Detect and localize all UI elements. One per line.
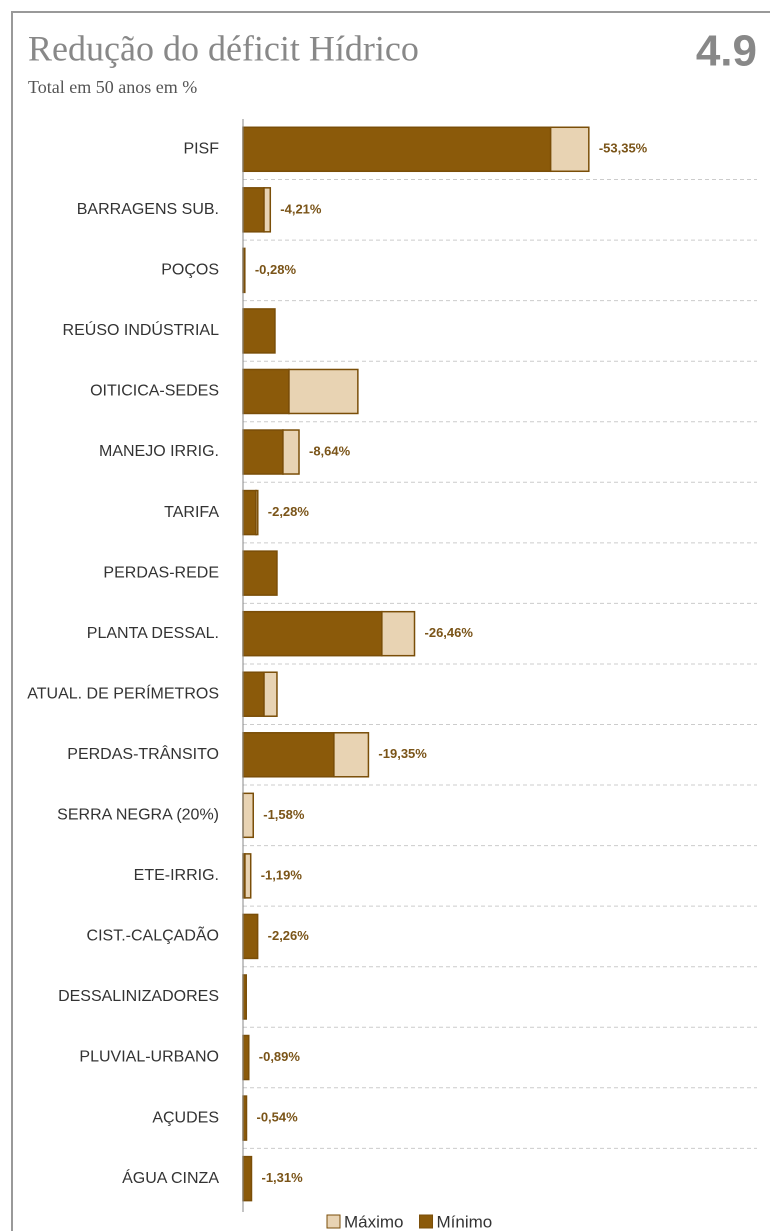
category-label: BARRAGENS SUB. xyxy=(77,201,219,218)
legend-label: Mínimo xyxy=(437,1212,493,1231)
bar-segment xyxy=(242,308,276,354)
bar-segment xyxy=(242,429,284,475)
bar-segment xyxy=(288,368,359,415)
category-label: MANEJO IRRIG. xyxy=(99,443,219,460)
category-label: PLUVIAL-URBANO xyxy=(79,1049,219,1066)
value-label: -0,28% xyxy=(255,262,297,277)
category-label: ATUAL. DE PERÍMETROS xyxy=(27,683,219,702)
chart-title: Redução do déficit Hídrico xyxy=(28,28,419,68)
bar-segment xyxy=(242,610,383,657)
bar-segment xyxy=(242,732,335,778)
bar-segment xyxy=(242,1155,253,1202)
value-label: -4,21% xyxy=(280,201,322,216)
value-label: -53,35% xyxy=(599,141,648,156)
value-label: -26,46% xyxy=(425,625,474,640)
bar-segment xyxy=(255,489,259,536)
bar-segment xyxy=(282,429,300,475)
value-label: -0,54% xyxy=(257,1110,299,1125)
chart-subtitle: Total em 50 anos em % xyxy=(28,77,197,97)
bar-segment xyxy=(242,550,278,596)
value-label: -8,64% xyxy=(309,443,351,458)
bar-segment xyxy=(242,126,552,173)
bar-segment xyxy=(242,1034,250,1081)
bar-segment xyxy=(242,1095,248,1141)
legend-swatch xyxy=(419,1214,434,1229)
bar-segment xyxy=(242,671,265,717)
category-label: TARIFA xyxy=(164,504,219,521)
bar-segment xyxy=(263,671,278,717)
category-label: DESSALINIZADORES xyxy=(58,988,219,1005)
category-label: AÇUDES xyxy=(152,1109,219,1126)
bar-segment xyxy=(549,126,590,173)
category-label: CIST.-CALÇADÃO xyxy=(87,925,219,945)
category-label: PERDAS-REDE xyxy=(103,564,219,581)
bar-segment xyxy=(244,853,252,899)
figure-number: 4.9 xyxy=(696,27,757,76)
bar-segment xyxy=(242,913,259,960)
category-label: REÚSO INDÚSTRIAL xyxy=(63,320,220,339)
bar-segment xyxy=(333,732,370,778)
category-label: PISF xyxy=(183,140,219,157)
category-label: OITICICA-SEDES xyxy=(90,383,219,400)
value-label: -2,26% xyxy=(268,928,310,943)
bar-segment xyxy=(242,792,254,839)
category-label: ÁGUA CINZA xyxy=(122,1168,219,1187)
legend-swatch xyxy=(326,1214,341,1229)
category-label: POÇOS xyxy=(161,262,219,279)
bar-segment xyxy=(263,187,272,233)
bar-segment xyxy=(381,610,416,657)
category-label: ETE-IRRIG. xyxy=(134,867,219,884)
value-label: -0,89% xyxy=(259,1049,301,1064)
bar-segment xyxy=(242,187,265,233)
category-label: SERRA NEGRA (20%) xyxy=(57,807,219,824)
value-label: -1,31% xyxy=(261,1170,303,1185)
value-label: -1,19% xyxy=(261,867,303,882)
value-label: -19,35% xyxy=(378,746,427,761)
bar-segment xyxy=(242,368,290,415)
category-label: PERDAS-TRÂNSITO xyxy=(67,744,219,763)
frame xyxy=(11,11,770,1231)
bar-segment xyxy=(242,489,257,536)
legend-label: Máximo xyxy=(344,1212,404,1231)
value-label: -2,28% xyxy=(268,504,310,519)
value-label: -1,58% xyxy=(263,807,305,822)
category-label: PLANTA DESSAL. xyxy=(87,625,219,642)
